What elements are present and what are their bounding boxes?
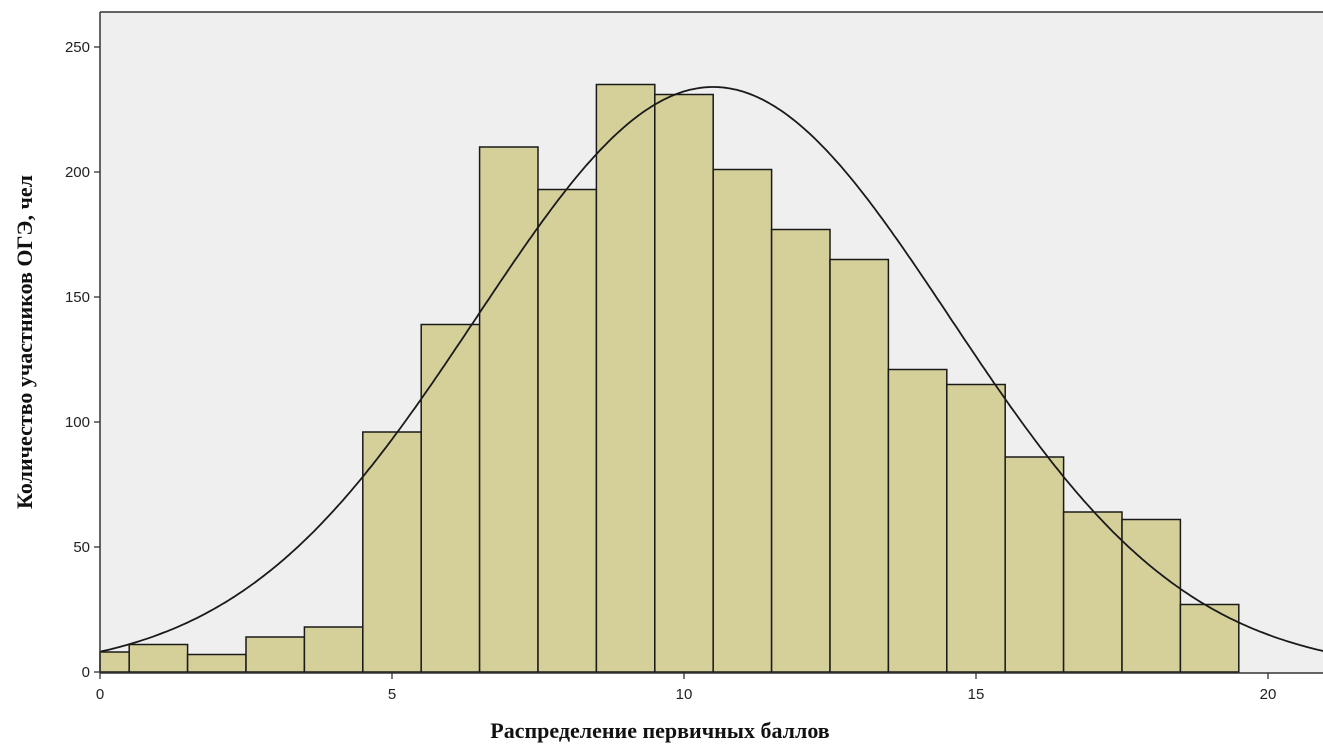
histogram-bar-4 xyxy=(303,626,364,673)
histogram-bar-2 xyxy=(186,653,247,673)
y-tick-label-250: 250 xyxy=(65,39,90,56)
histogram-bar-1 xyxy=(128,643,189,673)
x-tick-label-5: 5 xyxy=(388,686,396,703)
histogram-bar-5 xyxy=(362,431,422,673)
y-tick-label-0: 0 xyxy=(82,664,90,681)
y-tick-label-50: 50 xyxy=(73,539,90,556)
normal-distribution-curve xyxy=(99,86,1323,653)
x-tick-label-15: 15 xyxy=(968,686,985,703)
y-axis-title: Количество участников ОГЭ, чел xyxy=(12,175,37,509)
histogram-bar-6 xyxy=(420,323,481,673)
histogram-bar-15 xyxy=(946,383,1006,673)
x-tick-label-10: 10 xyxy=(676,686,693,703)
histogram-bar-3 xyxy=(245,636,306,673)
x-axis-title: Распределение первичных баллов xyxy=(490,718,830,743)
y-tick-label-150: 150 xyxy=(65,289,90,306)
axes: 0 50 100 150 200 250 0 5 10 15 20 xyxy=(65,11,1323,703)
histogram-bar-17 xyxy=(1062,511,1123,673)
histogram-bar-9 xyxy=(595,83,656,673)
y-tick-label-100: 100 xyxy=(65,414,90,431)
y-tick-label-200: 200 xyxy=(65,164,90,181)
histogram-bar-0 xyxy=(99,651,130,673)
histogram-bar-12 xyxy=(770,228,831,673)
histogram-bar-10 xyxy=(654,93,714,673)
histogram-bar-14 xyxy=(887,368,948,673)
histogram-bar-19 xyxy=(1179,603,1240,673)
histogram-bar-16 xyxy=(1004,456,1065,673)
histogram-bar-13 xyxy=(829,258,890,673)
histogram-bar-8 xyxy=(537,188,598,673)
histogram-bars xyxy=(99,83,1240,673)
histogram-bar-18 xyxy=(1121,518,1182,673)
histogram-bar-11 xyxy=(712,168,773,673)
histogram-bar-7 xyxy=(478,146,539,673)
x-tick-label-0: 0 xyxy=(96,686,104,703)
x-tick-label-20: 20 xyxy=(1260,686,1277,703)
